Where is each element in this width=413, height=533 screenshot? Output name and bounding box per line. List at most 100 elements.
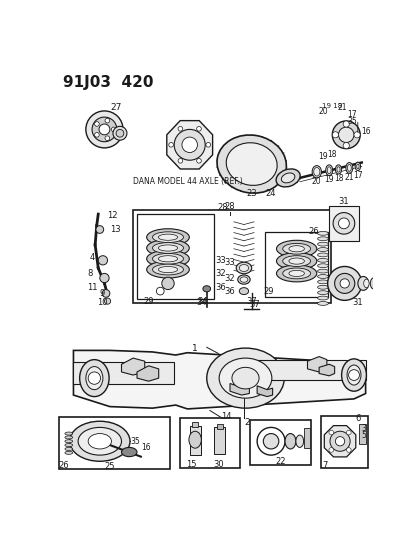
Circle shape (96, 225, 103, 233)
Bar (249, 421, 310, 465)
Ellipse shape (325, 165, 332, 175)
Ellipse shape (202, 286, 210, 292)
Ellipse shape (65, 436, 73, 439)
Bar (264, 232, 328, 297)
Text: |: | (355, 122, 359, 132)
Text: 36: 36 (215, 283, 225, 292)
Circle shape (346, 448, 350, 453)
Ellipse shape (276, 240, 316, 257)
Ellipse shape (363, 279, 368, 288)
Text: 28: 28 (224, 202, 235, 211)
Text: 21: 21 (337, 103, 346, 112)
Ellipse shape (146, 229, 189, 246)
Ellipse shape (152, 232, 183, 243)
Ellipse shape (240, 277, 247, 282)
Text: 20: 20 (311, 176, 321, 185)
Text: 19: 19 (318, 152, 327, 161)
Circle shape (92, 117, 116, 142)
Text: 26: 26 (308, 227, 318, 236)
Ellipse shape (345, 163, 352, 173)
Text: 29: 29 (143, 297, 154, 305)
Text: 9: 9 (100, 289, 105, 298)
Ellipse shape (152, 243, 183, 253)
Circle shape (346, 430, 350, 435)
Text: 19: 19 (324, 175, 333, 184)
Circle shape (196, 126, 201, 131)
Circle shape (111, 127, 116, 132)
Circle shape (181, 137, 197, 152)
Circle shape (99, 124, 109, 135)
Circle shape (338, 127, 353, 142)
Text: 5: 5 (361, 431, 366, 440)
Text: 30: 30 (213, 460, 223, 469)
Ellipse shape (313, 167, 319, 176)
Polygon shape (307, 357, 326, 372)
Text: 33: 33 (215, 256, 225, 265)
Bar (179, 418, 240, 468)
Text: 27: 27 (110, 103, 121, 112)
Ellipse shape (88, 433, 111, 449)
Bar (320, 416, 367, 468)
Ellipse shape (317, 290, 328, 295)
Ellipse shape (317, 253, 328, 257)
Circle shape (334, 273, 354, 294)
Circle shape (332, 213, 354, 234)
Ellipse shape (158, 256, 177, 262)
Polygon shape (137, 366, 158, 381)
Text: 12: 12 (107, 211, 118, 220)
Ellipse shape (317, 302, 328, 305)
Ellipse shape (288, 258, 304, 264)
Ellipse shape (281, 173, 294, 183)
Circle shape (338, 218, 349, 229)
Ellipse shape (317, 269, 328, 273)
Ellipse shape (276, 253, 316, 270)
Circle shape (104, 298, 110, 304)
Ellipse shape (282, 244, 310, 254)
Ellipse shape (369, 278, 377, 289)
Ellipse shape (225, 143, 276, 185)
Circle shape (161, 277, 174, 289)
Text: 26: 26 (58, 462, 69, 471)
Circle shape (156, 287, 164, 295)
Ellipse shape (282, 256, 310, 266)
Ellipse shape (158, 266, 177, 273)
Text: 3: 3 (361, 424, 366, 433)
Ellipse shape (152, 264, 183, 275)
Ellipse shape (317, 231, 328, 235)
Ellipse shape (206, 348, 284, 408)
Ellipse shape (65, 443, 73, 447)
Text: 1: 1 (192, 344, 197, 353)
Bar (189, 426, 200, 455)
Text: 11: 11 (87, 283, 97, 292)
Text: 17: 17 (347, 109, 356, 118)
Ellipse shape (216, 135, 286, 193)
Circle shape (335, 437, 344, 446)
Ellipse shape (78, 427, 121, 455)
Circle shape (353, 132, 359, 138)
Ellipse shape (317, 248, 328, 252)
Circle shape (178, 126, 182, 131)
Ellipse shape (146, 261, 189, 278)
Text: 4: 4 (89, 254, 95, 262)
Circle shape (256, 427, 284, 455)
Text: 32: 32 (215, 269, 225, 278)
Polygon shape (256, 386, 272, 397)
Text: 35: 35 (347, 117, 356, 126)
Circle shape (169, 142, 173, 147)
Ellipse shape (146, 251, 189, 267)
Bar (137, 214, 214, 299)
Ellipse shape (354, 162, 360, 171)
Circle shape (206, 142, 210, 147)
Circle shape (342, 121, 349, 127)
Circle shape (100, 273, 109, 282)
Polygon shape (73, 350, 365, 409)
Ellipse shape (231, 367, 259, 389)
Ellipse shape (311, 166, 320, 178)
Ellipse shape (236, 262, 251, 274)
Ellipse shape (347, 165, 351, 172)
Text: 10: 10 (97, 298, 107, 307)
Bar (303, 428, 309, 448)
Ellipse shape (65, 432, 73, 435)
Circle shape (85, 111, 123, 148)
Ellipse shape (317, 237, 328, 241)
